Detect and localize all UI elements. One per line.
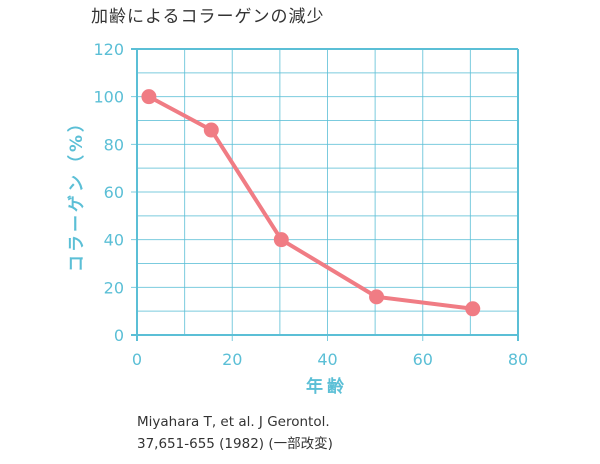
x-tick-label: 20: [222, 350, 242, 369]
y-tick-label: 80: [104, 135, 124, 154]
data-point: [465, 301, 481, 317]
data-point: [369, 289, 385, 305]
source-line-1: Miyahara T, et al. J Gerontol.: [137, 414, 330, 430]
y-tick-label: 100: [93, 88, 124, 107]
x-tick-label: 40: [317, 350, 337, 369]
x-tick-label: 80: [508, 350, 528, 369]
data-point: [203, 122, 219, 138]
y-tick-label: 40: [104, 231, 124, 250]
data-point: [141, 89, 157, 105]
y-tick-label: 120: [93, 40, 124, 59]
y-axis-label: コラーゲン（%）: [66, 112, 87, 272]
y-tick-label: 0: [114, 326, 124, 345]
y-tick-label: 60: [104, 183, 124, 202]
source-line-2: 37,651-655 (1982) (一部改変): [137, 436, 333, 452]
y-tick-label: 20: [104, 278, 124, 297]
chart-title: 加齢によるコラーゲンの減少: [91, 7, 325, 27]
series-line: [147, 94, 474, 311]
x-tick-label: 0: [132, 350, 142, 369]
data-point: [273, 232, 289, 248]
x-tick-label: 60: [413, 350, 433, 369]
x-axis-label: 年齢: [306, 376, 348, 397]
source-citation: Miyahara T, et al. J Gerontol. 37,651-65…: [137, 411, 333, 455]
